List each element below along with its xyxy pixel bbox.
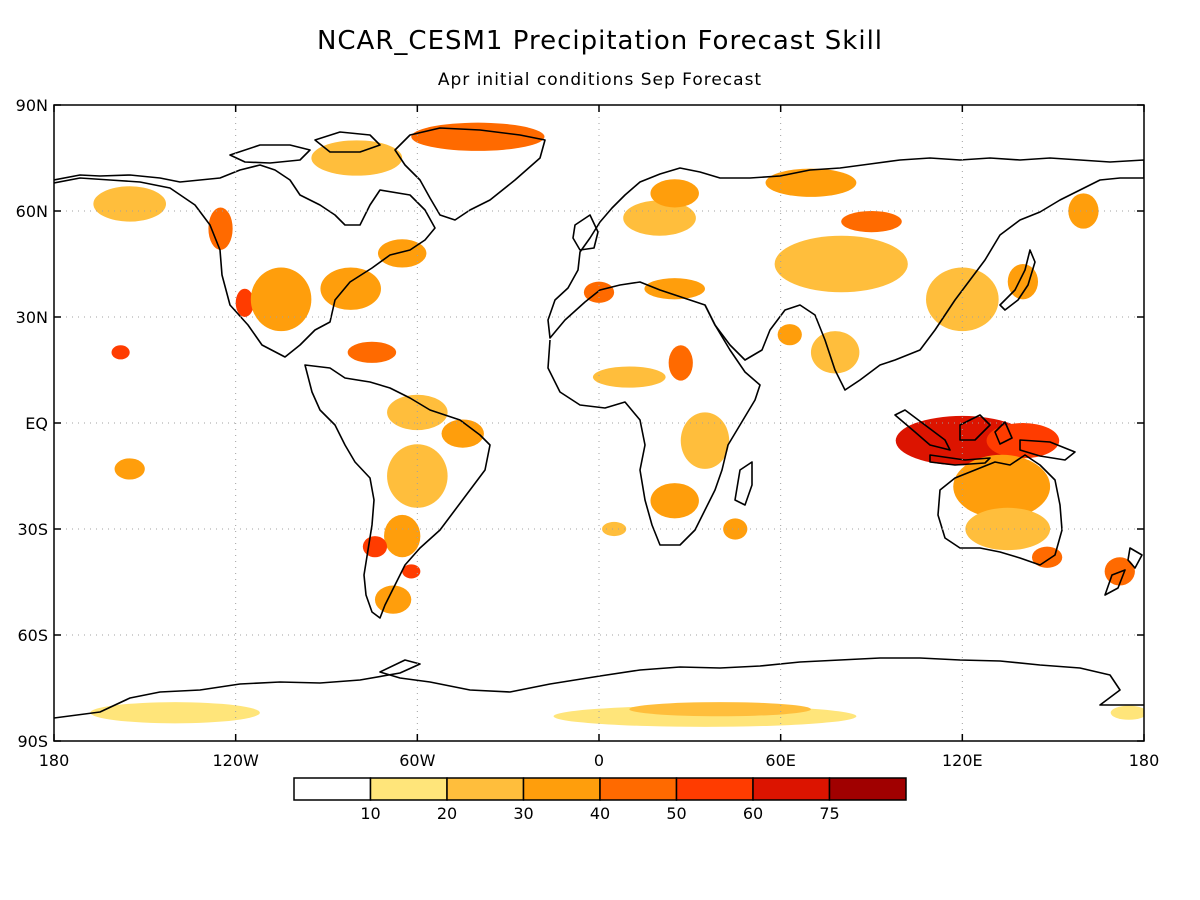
colorbar-label: 40	[590, 804, 610, 823]
colorbar-swatch	[293, 777, 372, 801]
skill-region-kamchatka	[1068, 193, 1099, 229]
page-title: NCAR_CESM1 Precipitation Forecast Skill	[316, 26, 884, 56]
colorbar-swatch	[675, 777, 754, 801]
colorbar-label: 20	[437, 804, 457, 823]
skill-region-southern-africa	[650, 483, 699, 519]
lat-label: 60N	[16, 202, 48, 221]
skill-region-chile	[362, 536, 388, 558]
skill-region-south-pacific	[114, 458, 145, 480]
colorbar-label: 10	[360, 804, 380, 823]
colorbar: 10 20 30 40 50 60 75	[293, 777, 907, 823]
lat-label: EQ	[25, 414, 48, 433]
lon-label: 120E	[942, 751, 983, 770]
lon-label: 180	[1129, 751, 1160, 770]
colorbar-swatch	[752, 777, 831, 801]
skill-region-europe-north	[623, 200, 696, 236]
longitude-labels: 180 120W 60W 0 60E 120E 180	[39, 105, 1160, 770]
skill-regions	[90, 122, 1144, 727]
skill-region-arabian-sea	[777, 324, 802, 346]
coastline-greenland	[394, 127, 546, 221]
skill-region-australia-north	[953, 454, 1051, 519]
colorbar-label: 75	[819, 804, 839, 823]
lon-label: 60E	[765, 751, 795, 770]
coastline-madagascar	[734, 461, 753, 506]
skill-region-canada-arctic	[311, 140, 403, 176]
coastline-uk	[572, 214, 599, 251]
skill-region-california	[235, 288, 254, 317]
skill-region-brazil-east	[441, 419, 484, 448]
skill-region-amazon-north	[387, 394, 448, 431]
skill-region-south-atlantic-ocean	[602, 521, 627, 537]
lat-label: 90N	[16, 96, 48, 115]
lon-label: 120W	[212, 751, 259, 770]
coastline-new-zealand	[1104, 547, 1143, 596]
skill-region-pacific-nw	[208, 207, 233, 250]
skill-region-siberia	[841, 211, 902, 233]
skill-region-russia-north	[765, 168, 857, 197]
skill-region-greenland-north	[411, 122, 545, 151]
coastlines	[54, 127, 1144, 719]
coastline-north-america	[54, 164, 436, 358]
colorbar-swatch	[599, 777, 678, 801]
coastline-antarctica	[54, 657, 1144, 719]
skill-region-sahara-east	[668, 345, 693, 381]
skill-region-australia-south	[965, 507, 1051, 551]
skill-region-south-atlantic	[402, 564, 421, 579]
coastline-south-america	[304, 364, 491, 619]
coastline-africa-eurasia	[547, 157, 1144, 391]
colorbar-label: 60	[743, 804, 763, 823]
coastline-africa-south	[547, 304, 761, 546]
page-subtitle: Apr initial conditions Sep Forecast	[437, 70, 763, 90]
skill-region-caribbean	[347, 341, 397, 363]
skill-region-india	[810, 331, 860, 374]
coastline-japan	[999, 249, 1036, 311]
skill-region-argentina	[384, 514, 421, 558]
skill-region-us-east	[320, 267, 381, 310]
lat-label: 90S	[17, 732, 48, 751]
skill-region-central-asia	[774, 235, 908, 293]
skill-region-south-america-central	[387, 444, 448, 508]
lat-label: 30N	[16, 308, 48, 327]
colorbar-label: 30	[513, 804, 533, 823]
lat-label: 30S	[17, 520, 48, 539]
skill-region-hawaii	[111, 345, 130, 360]
coastline-australia	[937, 454, 1063, 566]
colorbar-swatch	[522, 777, 601, 801]
lon-label: 0	[594, 751, 604, 770]
skill-region-north-america-central	[250, 267, 312, 332]
lon-label: 60W	[399, 751, 435, 770]
colorbar-swatch	[828, 777, 907, 801]
skill-region-australia-se	[1031, 546, 1063, 568]
colorbar-swatch	[369, 777, 448, 801]
skill-region-alaska	[93, 186, 167, 222]
colorbar-swatch	[446, 777, 525, 801]
lat-label: 60S	[17, 626, 48, 645]
skill-region-east-africa	[680, 412, 730, 469]
skill-region-antarctica-west	[90, 702, 260, 724]
latitude-labels: 90N 60N 30N EQ 30S 60S 90S	[16, 96, 1144, 751]
skill-region-scandinavia	[650, 179, 699, 208]
colorbar-label: 50	[666, 804, 686, 823]
skill-region-antarctica-pacific	[1110, 705, 1144, 720]
skill-region-south-indian-ocean	[723, 518, 748, 540]
skill-region-sahel	[592, 366, 666, 388]
coastline-indonesia	[894, 409, 1076, 466]
graticule	[54, 105, 1144, 741]
coastline-arctic-islands	[229, 131, 381, 164]
skill-region-mediterranean	[644, 278, 705, 300]
skill-region-antarctica-east-core	[629, 702, 811, 717]
lon-label: 180	[39, 751, 70, 770]
